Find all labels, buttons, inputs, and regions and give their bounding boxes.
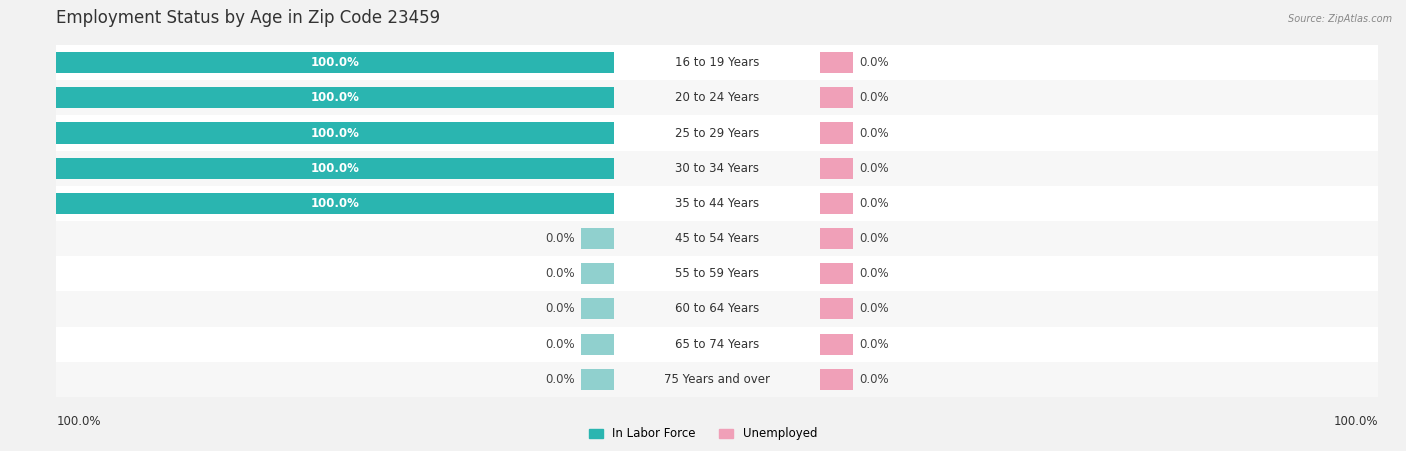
Bar (56, 115, 614, 151)
Bar (614, 291, 820, 327)
Bar (820, 80, 1378, 115)
Text: Employment Status by Age in Zip Code 23459: Employment Status by Age in Zip Code 234… (56, 9, 440, 27)
Bar (56, 291, 614, 327)
Bar (614, 80, 820, 115)
Bar (820, 228, 853, 249)
Bar (614, 362, 820, 397)
Text: 0.0%: 0.0% (859, 92, 889, 104)
Bar (820, 151, 1378, 186)
Bar (820, 369, 853, 390)
Bar (614, 221, 820, 256)
Bar (820, 221, 1378, 256)
Text: 0.0%: 0.0% (546, 303, 575, 315)
Bar (820, 362, 1378, 397)
Bar (820, 158, 853, 179)
Bar (581, 228, 614, 249)
Bar (56, 87, 614, 108)
Bar (820, 299, 853, 319)
Bar (820, 193, 853, 214)
Text: 0.0%: 0.0% (546, 267, 575, 280)
Bar (56, 256, 614, 291)
Bar (56, 151, 614, 186)
Bar (56, 362, 614, 397)
Bar (581, 263, 614, 284)
Bar (614, 151, 820, 186)
Bar (820, 256, 1378, 291)
Bar (820, 291, 1378, 327)
Text: 100.0%: 100.0% (311, 92, 360, 104)
Text: 45 to 54 Years: 45 to 54 Years (675, 232, 759, 245)
Text: Source: ZipAtlas.com: Source: ZipAtlas.com (1288, 14, 1392, 23)
Bar (820, 52, 853, 73)
Text: 0.0%: 0.0% (859, 373, 889, 386)
Text: 35 to 44 Years: 35 to 44 Years (675, 197, 759, 210)
Text: 75 Years and over: 75 Years and over (664, 373, 770, 386)
Text: 0.0%: 0.0% (859, 162, 889, 175)
Text: 60 to 64 Years: 60 to 64 Years (675, 303, 759, 315)
Bar (820, 263, 853, 284)
Text: 100.0%: 100.0% (1333, 415, 1378, 428)
Bar (581, 369, 614, 390)
Bar (56, 80, 614, 115)
Text: 0.0%: 0.0% (546, 373, 575, 386)
Text: 100.0%: 100.0% (311, 127, 360, 139)
Bar (581, 299, 614, 319)
Bar (820, 87, 853, 108)
Bar (614, 327, 820, 362)
Bar (820, 123, 853, 143)
Text: 0.0%: 0.0% (859, 338, 889, 350)
Text: 0.0%: 0.0% (859, 197, 889, 210)
Bar (56, 123, 614, 143)
Bar (56, 52, 614, 73)
Bar (614, 256, 820, 291)
Legend: In Labor Force, Unemployed: In Labor Force, Unemployed (583, 423, 823, 445)
Text: 20 to 24 Years: 20 to 24 Years (675, 92, 759, 104)
Bar (614, 186, 820, 221)
Bar (820, 45, 1378, 80)
Text: 0.0%: 0.0% (859, 127, 889, 139)
Bar (820, 327, 1378, 362)
Bar (581, 334, 614, 354)
Text: 100.0%: 100.0% (311, 162, 360, 175)
Text: 0.0%: 0.0% (859, 56, 889, 69)
Bar (614, 45, 820, 80)
Bar (614, 115, 820, 151)
Text: 100.0%: 100.0% (311, 56, 360, 69)
Bar (56, 221, 614, 256)
Bar (56, 193, 614, 214)
Bar (56, 158, 614, 179)
Text: 100.0%: 100.0% (311, 197, 360, 210)
Text: 0.0%: 0.0% (859, 232, 889, 245)
Text: 25 to 29 Years: 25 to 29 Years (675, 127, 759, 139)
Text: 16 to 19 Years: 16 to 19 Years (675, 56, 759, 69)
Bar (56, 327, 614, 362)
Bar (56, 45, 614, 80)
Text: 0.0%: 0.0% (546, 338, 575, 350)
Text: 0.0%: 0.0% (859, 267, 889, 280)
Text: 0.0%: 0.0% (859, 303, 889, 315)
Bar (820, 186, 1378, 221)
Text: 55 to 59 Years: 55 to 59 Years (675, 267, 759, 280)
Bar (820, 334, 853, 354)
Text: 30 to 34 Years: 30 to 34 Years (675, 162, 759, 175)
Bar (820, 115, 1378, 151)
Text: 100.0%: 100.0% (56, 415, 101, 428)
Bar (56, 186, 614, 221)
Text: 65 to 74 Years: 65 to 74 Years (675, 338, 759, 350)
Text: 0.0%: 0.0% (546, 232, 575, 245)
